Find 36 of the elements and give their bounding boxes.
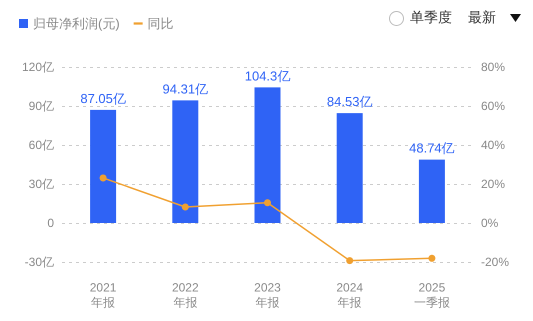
y-tick-label: -30亿 bbox=[24, 255, 54, 269]
text: 单季度 bbox=[410, 9, 452, 27]
x-tick-label: 2024 年报 bbox=[336, 280, 364, 310]
data-label: 84.53亿 bbox=[326, 94, 372, 110]
y2-tick-label: 80% bbox=[481, 60, 506, 74]
x-tick-label: 2021 年报 bbox=[90, 280, 117, 310]
bar bbox=[418, 160, 445, 223]
legend-label: 归母净利润(元) bbox=[33, 16, 120, 31]
x-tick-label: 2025 一季报 bbox=[414, 280, 450, 310]
y2-tick-label: 60% bbox=[481, 99, 506, 113]
y-tick-label: 120亿 bbox=[22, 60, 54, 74]
data-label: 104.3亿 bbox=[244, 68, 290, 84]
y2-tick-label: 0% bbox=[481, 216, 499, 230]
y2-tick-label: 40% bbox=[481, 138, 506, 152]
y-tick-label: 90亿 bbox=[28, 99, 54, 113]
point bbox=[428, 254, 436, 262]
y2-tick-label: 20% bbox=[481, 177, 506, 191]
data-label: 87.05亿 bbox=[80, 90, 126, 106]
data-label: 48.74亿 bbox=[409, 140, 455, 156]
y-tick-label: 30亿 bbox=[28, 177, 54, 191]
y-tick-label: 60亿 bbox=[28, 138, 54, 152]
point bbox=[182, 204, 189, 211]
bar bbox=[90, 110, 116, 223]
bar bbox=[172, 100, 198, 223]
legend-label: 同比 bbox=[148, 16, 174, 31]
data-label: 94.31亿 bbox=[162, 81, 208, 96]
x-tick-label: 2022 年报 bbox=[172, 280, 199, 310]
text: 最新 bbox=[468, 9, 496, 27]
point bbox=[264, 199, 271, 206]
x-tick-label: 2023 年报 bbox=[254, 280, 282, 310]
bar bbox=[254, 87, 280, 223]
y2-tick-label: -20% bbox=[481, 255, 510, 269]
y-tick-label: 0 bbox=[47, 216, 54, 230]
point bbox=[100, 174, 107, 182]
point bbox=[346, 257, 354, 264]
bar bbox=[336, 113, 363, 223]
